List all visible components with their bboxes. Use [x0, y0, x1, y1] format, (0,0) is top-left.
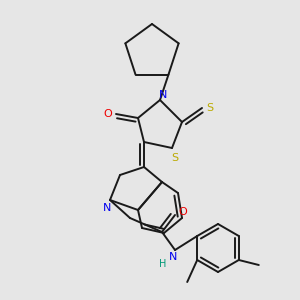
Text: N: N — [159, 90, 167, 100]
Text: O: O — [103, 109, 112, 119]
Text: S: S — [171, 153, 178, 163]
Text: S: S — [206, 103, 214, 113]
Text: N: N — [103, 203, 111, 213]
Text: H: H — [159, 259, 167, 269]
Text: O: O — [178, 207, 188, 217]
Text: N: N — [169, 252, 177, 262]
